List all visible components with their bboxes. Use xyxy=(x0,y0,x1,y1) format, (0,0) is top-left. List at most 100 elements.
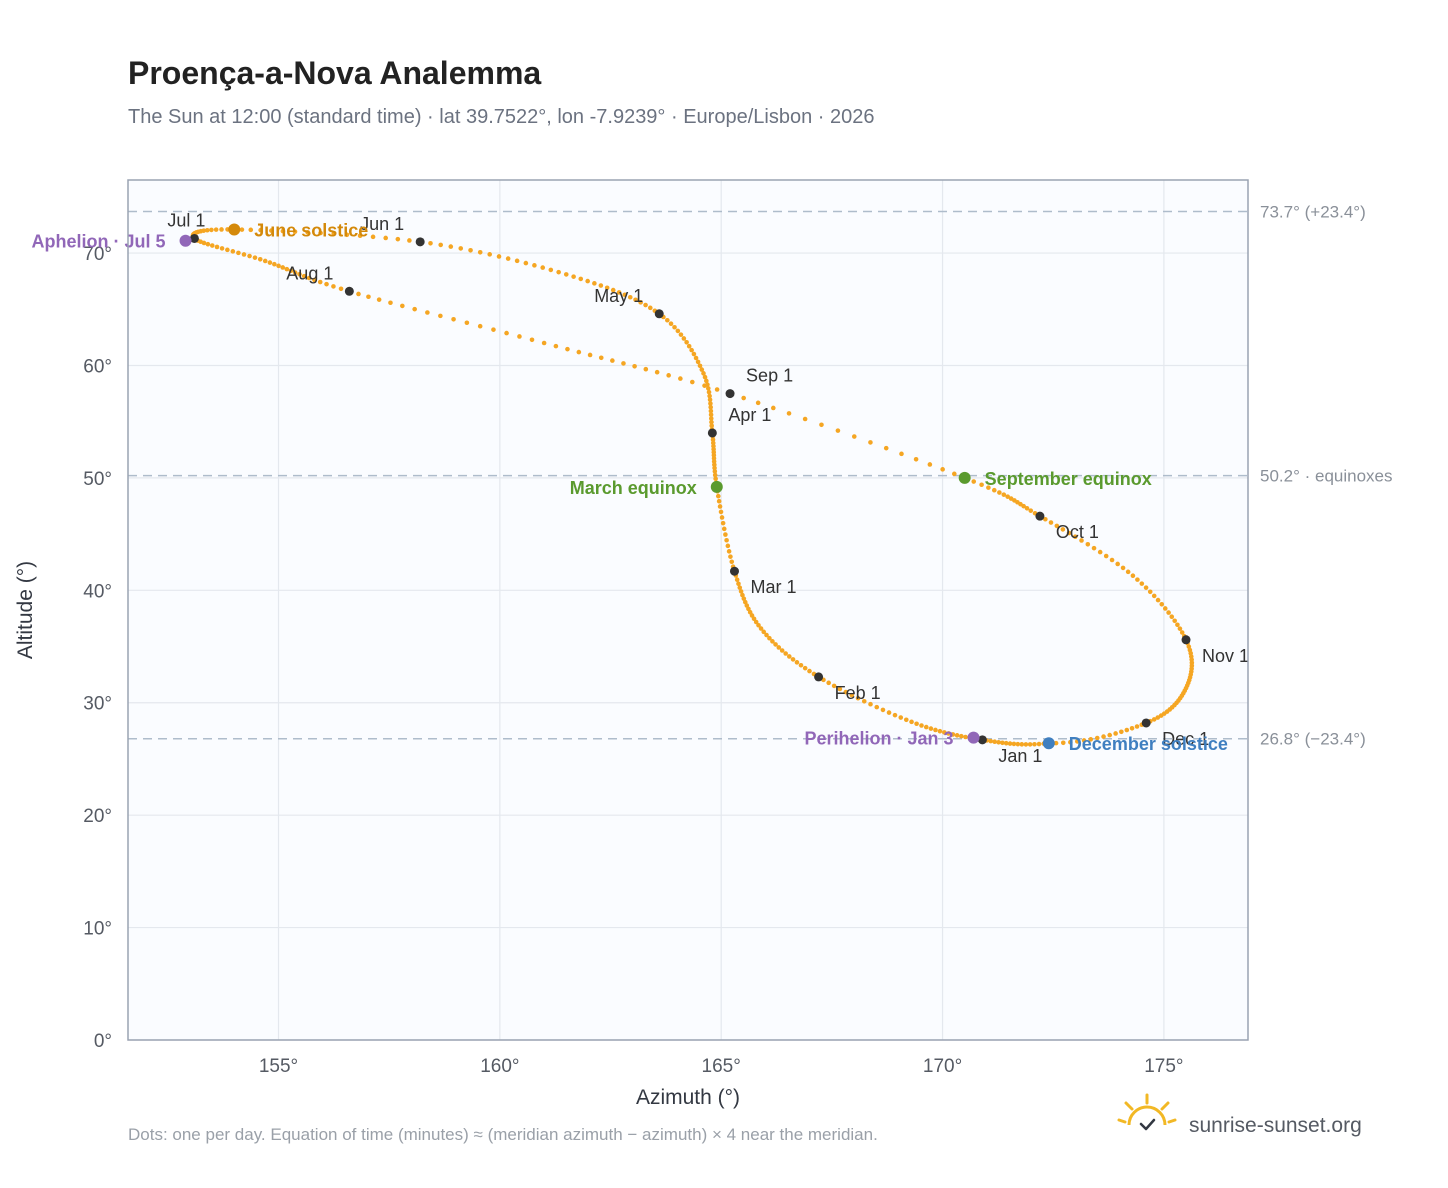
daily-dot xyxy=(959,733,964,739)
daily-dot xyxy=(344,232,350,238)
month-label: Jun 1 xyxy=(360,214,404,234)
daily-dot xyxy=(979,482,984,488)
daily-dot xyxy=(725,543,731,549)
daily-dot xyxy=(331,284,336,289)
daily-dot xyxy=(764,632,769,638)
daily-dot xyxy=(496,254,502,259)
daily-dot xyxy=(610,287,616,293)
daily-dot xyxy=(706,386,711,391)
daily-dot xyxy=(214,244,220,250)
daily-dot xyxy=(716,498,722,504)
daily-dot xyxy=(1088,737,1094,742)
daily-dot xyxy=(257,256,263,262)
daily-dot xyxy=(395,236,401,242)
daily-dot xyxy=(986,485,991,490)
daily-dot xyxy=(428,240,433,246)
daily-dot xyxy=(927,462,933,467)
daily-dot xyxy=(681,336,687,341)
daily-dot xyxy=(297,271,302,277)
daily-dot xyxy=(714,387,720,392)
daily-dot xyxy=(587,352,593,358)
daily-dot xyxy=(1177,626,1183,631)
daily-dot xyxy=(1159,601,1165,607)
x-axis-title: Azimuth (°) xyxy=(636,1086,740,1109)
daily-dot xyxy=(514,258,520,264)
daily-dot xyxy=(305,230,310,235)
daily-dot xyxy=(517,334,522,339)
daily-dot xyxy=(209,227,214,233)
daily-dot xyxy=(553,343,559,349)
daily-dot xyxy=(736,581,741,587)
daily-dot xyxy=(262,258,268,264)
daily-dot xyxy=(331,231,337,237)
daily-dot xyxy=(940,467,945,472)
daily-dot xyxy=(425,310,430,315)
month-label: May 1 xyxy=(594,286,643,306)
daily-dot xyxy=(239,227,245,232)
daily-dot xyxy=(702,374,708,380)
daily-dot xyxy=(666,373,671,378)
daily-dot xyxy=(592,281,597,286)
daily-dot xyxy=(1081,738,1087,743)
daily-dot xyxy=(702,383,707,388)
daily-dot xyxy=(1060,740,1066,746)
daily-dot xyxy=(868,440,873,445)
month-marker xyxy=(814,672,824,682)
daily-dot xyxy=(726,549,732,554)
daily-dot xyxy=(786,411,792,416)
daily-dot xyxy=(1007,741,1013,746)
month-label: Nov 1 xyxy=(1202,646,1249,666)
daily-dot xyxy=(868,701,873,707)
daily-dot xyxy=(1003,740,1009,746)
daily-dot xyxy=(738,589,744,594)
daily-dot xyxy=(753,619,759,625)
daily-dot xyxy=(1019,742,1025,747)
month-label: Oct 1 xyxy=(1056,522,1099,542)
daily-dot xyxy=(556,269,561,275)
daily-dot xyxy=(737,585,743,590)
daily-dot xyxy=(1091,545,1097,551)
daily-dot xyxy=(946,731,951,736)
event-marker xyxy=(710,480,723,493)
daily-dot xyxy=(851,434,857,439)
reference-lines: 73.7° (+23.4°) 50.2° · equinoxes 26.8° (−2… xyxy=(128,202,1393,749)
daily-dot xyxy=(1023,742,1029,747)
daily-dot xyxy=(794,660,800,665)
daily-dot xyxy=(258,227,263,233)
daily-dot xyxy=(773,642,778,647)
daily-dot xyxy=(1015,741,1021,747)
daily-dot xyxy=(709,423,714,429)
daily-dot xyxy=(523,260,529,266)
month-marker xyxy=(344,286,354,296)
daily-dot xyxy=(487,252,493,257)
daily-dot xyxy=(761,629,767,635)
daily-dot xyxy=(721,526,727,532)
daily-dot xyxy=(1175,622,1180,628)
daily-dot xyxy=(819,422,824,428)
daily-dot xyxy=(720,520,726,526)
daily-dot xyxy=(1169,614,1175,620)
y-tick-label: 10° xyxy=(83,919,112,940)
x-axis-ticks: 155° 160° 165° 170° 175° xyxy=(259,1056,1184,1077)
daily-dot xyxy=(1135,577,1140,582)
daily-dot xyxy=(213,227,219,232)
daily-dot xyxy=(1027,742,1033,747)
daily-dot xyxy=(248,227,254,233)
brand-link[interactable]: sunrise-sunset.org xyxy=(1189,1114,1362,1137)
event-marker xyxy=(1042,737,1055,750)
daily-dot xyxy=(1134,724,1140,729)
daily-dot xyxy=(280,265,286,270)
daily-dot xyxy=(338,286,344,292)
daily-dot xyxy=(1048,520,1054,525)
daily-dot xyxy=(356,291,361,297)
daily-dot xyxy=(1158,713,1164,718)
daily-dot xyxy=(919,723,924,728)
daily-dot xyxy=(247,253,252,259)
daily-dot xyxy=(678,376,683,381)
daily-dot xyxy=(708,412,714,418)
event-label: September equinox xyxy=(985,469,1152,489)
daily-dot xyxy=(209,243,215,248)
daily-dot xyxy=(835,428,841,433)
daily-dot xyxy=(708,416,714,421)
